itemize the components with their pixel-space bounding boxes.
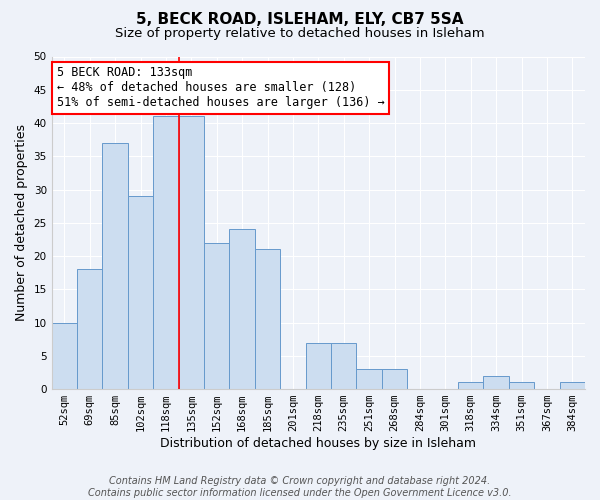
Bar bbox=[179, 116, 204, 389]
Bar bbox=[52, 322, 77, 389]
Text: Contains HM Land Registry data © Crown copyright and database right 2024.
Contai: Contains HM Land Registry data © Crown c… bbox=[88, 476, 512, 498]
Bar bbox=[305, 342, 331, 389]
Bar bbox=[128, 196, 153, 389]
Bar bbox=[229, 230, 255, 389]
Bar bbox=[484, 376, 509, 389]
Bar bbox=[153, 116, 179, 389]
Bar bbox=[382, 369, 407, 389]
Bar bbox=[458, 382, 484, 389]
Bar bbox=[77, 270, 103, 389]
Bar bbox=[509, 382, 534, 389]
Y-axis label: Number of detached properties: Number of detached properties bbox=[15, 124, 28, 322]
Bar bbox=[356, 369, 382, 389]
Bar bbox=[255, 250, 280, 389]
Text: 5, BECK ROAD, ISLEHAM, ELY, CB7 5SA: 5, BECK ROAD, ISLEHAM, ELY, CB7 5SA bbox=[136, 12, 464, 28]
Bar bbox=[560, 382, 585, 389]
Text: 5 BECK ROAD: 133sqm
← 48% of detached houses are smaller (128)
51% of semi-detac: 5 BECK ROAD: 133sqm ← 48% of detached ho… bbox=[57, 66, 385, 110]
Bar bbox=[103, 143, 128, 389]
Bar bbox=[204, 242, 229, 389]
X-axis label: Distribution of detached houses by size in Isleham: Distribution of detached houses by size … bbox=[160, 437, 476, 450]
Text: Size of property relative to detached houses in Isleham: Size of property relative to detached ho… bbox=[115, 28, 485, 40]
Bar bbox=[331, 342, 356, 389]
